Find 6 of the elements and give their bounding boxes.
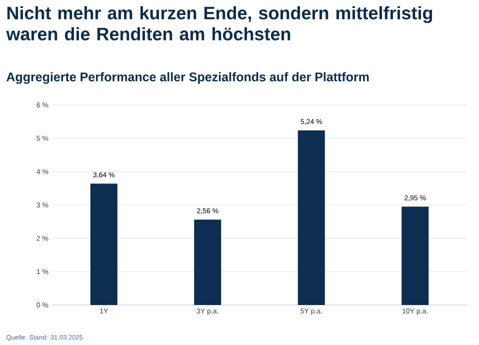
- bar: [402, 206, 429, 305]
- chart-subtitle: Aggregierte Performance aller Spezialfonds auf der Plattform: [6, 72, 369, 84]
- bar: [298, 130, 325, 305]
- bar: [90, 184, 118, 305]
- bar: [194, 220, 222, 305]
- chart-title: Nicht mehr am kurzen Ende, sondern mittelfristig waren die Renditen am höchsten: [6, 6, 432, 40]
